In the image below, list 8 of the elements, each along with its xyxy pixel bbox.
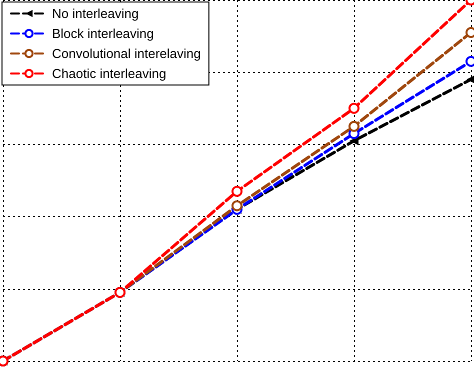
point	[232, 200, 242, 212]
point	[232, 186, 242, 197]
legend-label: Block interleaving	[52, 26, 154, 41]
legend-label: Chaotic interleaving	[52, 66, 166, 81]
legend-label: No interleaving	[52, 6, 139, 21]
point	[348, 120, 360, 132]
point	[348, 102, 360, 114]
legend-label: Convolutional interelaving	[52, 46, 201, 61]
